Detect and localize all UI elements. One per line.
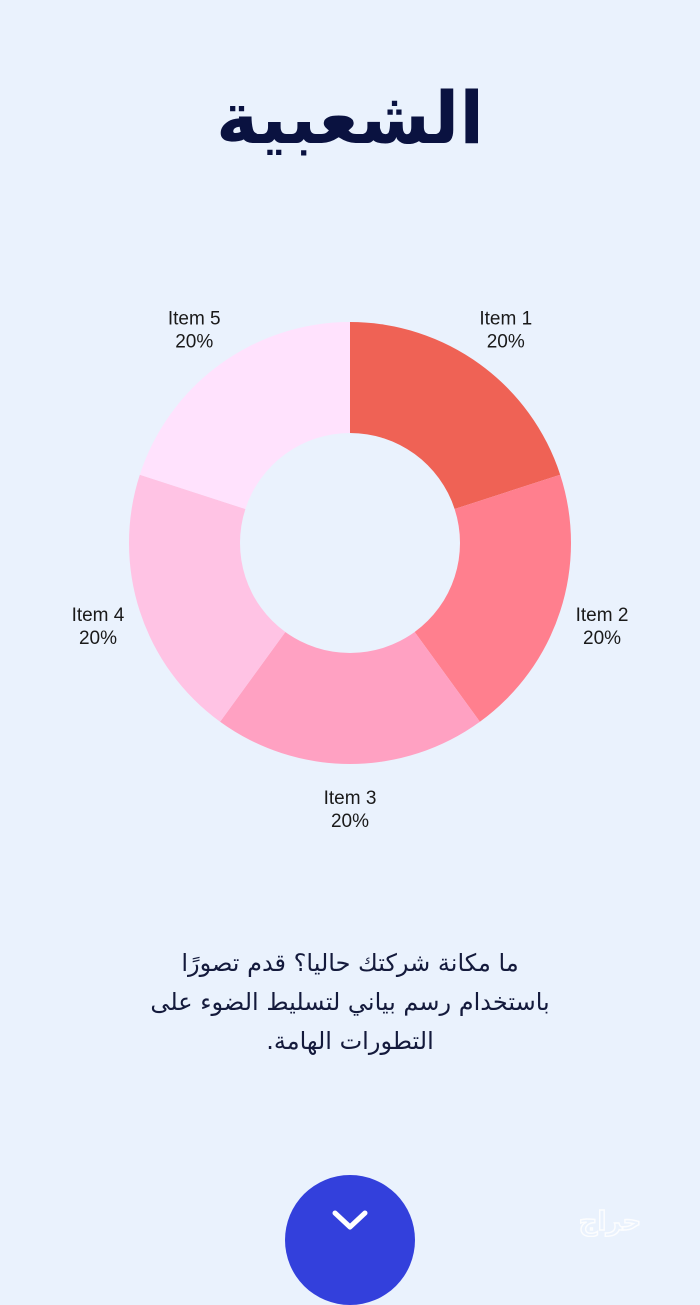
donut-slice-item-4 (129, 474, 286, 722)
watermark-text: حراج (579, 1207, 642, 1237)
donut-slice-item-3 (220, 631, 480, 764)
donut-slice-item-1 (350, 322, 561, 510)
donut-labels: Item 1 20%Item 2 20%Item 3 20%Item 4 20%Item… (72, 309, 629, 830)
chevron-down-icon (332, 1210, 368, 1230)
watermark-logo: حراج (578, 1206, 642, 1237)
slice-label-percent: 20% (79, 628, 117, 649)
slice-label-item-3: Item 3 20% (324, 788, 377, 830)
slice-label-item-1: Item 1 20% (479, 309, 532, 353)
page-title: الشعبية (215, 76, 485, 160)
slice-label-name: Item 5 (168, 309, 221, 330)
donut-slice-item-2 (414, 474, 571, 722)
donut-chart: Item 1 20%Item 2 20%Item 3 20%Item 4 20%Item… (72, 309, 629, 830)
slice-label-name: Item 3 (324, 788, 377, 809)
slice-label-name: Item 2 (576, 605, 629, 626)
slice-label-item-4: Item 4 20% (72, 605, 125, 649)
description-line-2: باستخدام رسم بياني لتسليط الضوء على (150, 988, 550, 1016)
slice-label-name: Item 4 (72, 605, 125, 626)
slice-label-item-2: Item 2 20% (576, 605, 629, 649)
description-text: ما مكانة شركتك حاليا؟ قدم تصورًا باستخدا… (100, 944, 600, 1061)
slice-label-name: Item 1 (479, 309, 532, 330)
slice-label-item-5: Item 5 20% (168, 309, 221, 353)
donut-slice-item-5 (139, 322, 350, 510)
slice-label-percent: 20% (331, 811, 369, 830)
description-line-1: ما مكانة شركتك حاليا؟ قدم تصورًا (181, 949, 519, 977)
slice-label-percent: 20% (583, 628, 621, 649)
donut-slices (129, 322, 571, 764)
description-line-3: التطورات الهامة. (266, 1027, 434, 1055)
scroll-down-button[interactable] (285, 1175, 415, 1305)
slice-label-percent: 20% (487, 332, 525, 353)
slice-label-percent: 20% (175, 332, 213, 353)
